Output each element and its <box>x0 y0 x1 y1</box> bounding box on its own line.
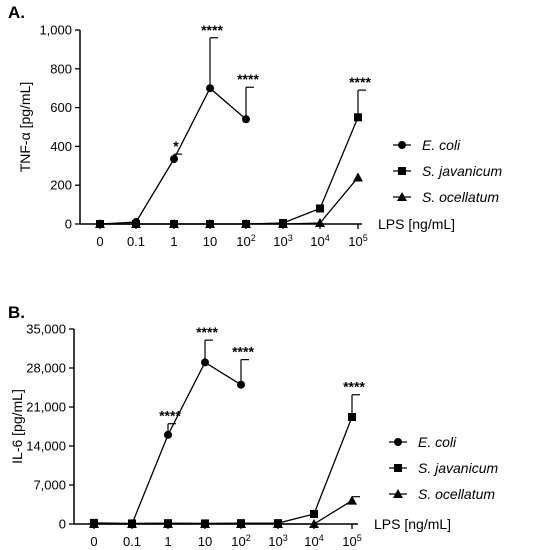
y-tick-label: 400 <box>50 139 72 154</box>
x-tick-label: 0.1 <box>123 534 141 549</box>
data-point <box>127 519 137 528</box>
data-point <box>273 519 283 528</box>
data-point <box>236 519 246 528</box>
x-tick-label: 0 <box>90 534 97 549</box>
legend-label: S. ocellatum <box>418 486 495 502</box>
data-point <box>89 519 99 528</box>
data-point <box>237 380 245 389</box>
data-point <box>131 219 141 228</box>
legend-marker <box>397 192 407 201</box>
series-triangle <box>89 495 360 528</box>
significance-label: * <box>173 138 179 154</box>
legend-marker <box>398 141 406 149</box>
x-tick-label: 10 <box>198 534 212 549</box>
series-circle <box>96 37 254 228</box>
x-tick-label: 102 <box>236 233 255 249</box>
data-point <box>348 413 356 422</box>
x-tick-label: 105 <box>342 533 361 549</box>
y-tick-label: 800 <box>50 61 72 76</box>
legend-marker <box>398 167 406 175</box>
data-point <box>354 113 362 122</box>
x-tick-label: 104 <box>304 533 323 549</box>
x-tick-label: 1 <box>170 234 177 249</box>
data-point <box>169 219 179 228</box>
legend-label: E. coli <box>422 137 461 153</box>
x-axis-title: LPS [ng/mL] <box>378 216 455 232</box>
data-point <box>200 519 210 528</box>
y-tick-label: 0 <box>59 517 66 532</box>
legend-marker <box>394 464 402 472</box>
series-circle <box>90 339 249 528</box>
y-tick-label: 35,000 <box>26 322 66 337</box>
data-point <box>242 115 250 124</box>
panel-label: B. <box>8 303 25 322</box>
y-axis-title: IL-6 [pg/mL] <box>9 389 25 464</box>
x-tick-label: 1 <box>164 534 171 549</box>
series-line <box>93 416 353 525</box>
data-point <box>353 172 363 182</box>
y-tick-label: 21,000 <box>26 400 66 415</box>
x-tick-label: 103 <box>268 533 287 549</box>
legend: E. coli S. javanicum S. ocellatum <box>393 137 502 205</box>
significance-label: **** <box>196 324 218 340</box>
data-point <box>201 358 209 367</box>
y-tick-label: 28,000 <box>26 361 66 376</box>
series-line <box>100 177 359 225</box>
x-tick-label: 105 <box>348 233 367 249</box>
y-tick-label: 14,000 <box>26 439 66 454</box>
y-tick-label: 600 <box>50 100 72 115</box>
x-tick-label: 0.1 <box>127 234 145 249</box>
legend-label: E. coli <box>418 434 457 450</box>
legend-marker <box>393 489 403 498</box>
legend-label: S. ocellatum <box>422 189 499 205</box>
data-point <box>347 495 357 505</box>
x-tick-label: 104 <box>310 233 329 249</box>
data-point <box>309 519 319 528</box>
significance-label: **** <box>349 74 371 90</box>
legend: E. coli S. javanicum S. ocellatum <box>389 434 498 502</box>
data-point <box>205 219 215 228</box>
x-tick-label: 102 <box>231 533 250 549</box>
data-point <box>310 509 318 518</box>
significance-label: **** <box>201 22 223 38</box>
data-point <box>164 430 172 439</box>
series-square <box>90 394 360 528</box>
data-point <box>206 84 214 93</box>
series-triangle <box>95 172 363 228</box>
x-tick-label: 103 <box>273 233 292 249</box>
panel-b: B. 0 7,000 14,000 21,000 28,000 35,000 0 0.1 1 10 1… <box>8 303 498 549</box>
series-line <box>94 361 242 525</box>
significance-label: **** <box>159 408 181 424</box>
legend-label: S. javanicum <box>418 460 498 476</box>
data-point <box>315 218 325 228</box>
legend-marker <box>394 438 402 446</box>
panel-label: A. <box>8 3 25 22</box>
significance-label: **** <box>237 71 259 87</box>
significance-label: **** <box>232 344 254 360</box>
data-point <box>316 204 324 213</box>
x-tick-label: 10 <box>203 234 217 249</box>
data-point <box>170 155 178 164</box>
legend-label: S. javanicum <box>422 163 502 179</box>
x-axis-title: LPS [ng/mL] <box>374 516 451 532</box>
panel-a: A. 0 200 400 600 800 1,000 0 0.1 1 10 102 103 104 105 L… <box>8 3 502 249</box>
series-line <box>94 500 353 525</box>
data-point <box>241 219 251 228</box>
significance-label: **** <box>343 379 365 395</box>
data-point <box>95 219 105 228</box>
data-point <box>278 219 288 228</box>
y-tick-label: 0 <box>65 217 72 232</box>
data-point <box>163 519 173 528</box>
y-tick-label: 200 <box>50 178 72 193</box>
y-tick-label: 1,000 <box>39 23 72 38</box>
series-square <box>96 89 366 228</box>
y-axis-title: TNF-α [pg/mL] <box>17 82 33 173</box>
y-tick-label: 7,000 <box>33 478 66 493</box>
x-tick-label: 0 <box>96 234 103 249</box>
